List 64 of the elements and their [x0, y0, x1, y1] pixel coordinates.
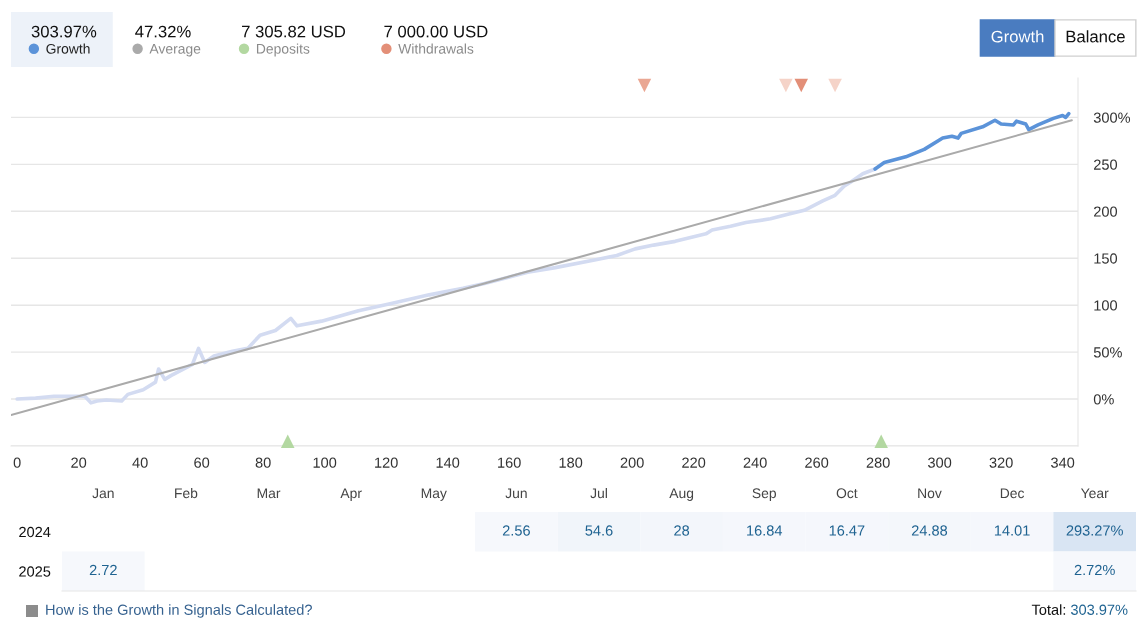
x-tick-label: Nov [918, 488, 942, 499]
y-tick-label: 100 [1094, 300, 1118, 311]
x-tick-label: 280 [866, 457, 890, 468]
text: 303.97% [1070, 604, 1128, 615]
y-tick-label: 2024 [19, 526, 51, 538]
text: 47.32% [135, 25, 191, 38]
x-tick-label: 260 [805, 457, 829, 468]
y-tick-label: 200 [1094, 206, 1118, 217]
data-label: 24.88 [911, 525, 948, 536]
x-tick-label: 180 [559, 457, 583, 468]
data-label: 14.01 [994, 525, 1030, 536]
text: How is the Growth in Signals Calculated? [46, 604, 312, 618]
x-tick-label: Aug [669, 488, 694, 501]
text: 303.97% [31, 25, 97, 38]
x-tick-label: Jan [92, 488, 114, 499]
y-tick-label: 150 [1094, 253, 1118, 264]
data-label: 16.84 [747, 525, 783, 536]
text: Balance [1066, 30, 1125, 43]
text: Total: [1031, 604, 1066, 615]
legend-label: Withdrawals [398, 43, 474, 54]
x-tick-label: 240 [743, 457, 767, 468]
x-tick-label: Oct [836, 488, 858, 499]
data-label: 2.56 [502, 525, 530, 536]
x-tick-label: 340 [1051, 457, 1075, 468]
text: 7 000.00 USD [384, 25, 488, 38]
line-series [873, 111, 1071, 171]
x-tick-label: 120 [375, 457, 398, 468]
data-label: 2.72% [1074, 564, 1115, 576]
legend-label: Deposits [256, 43, 310, 57]
x-tick-label: 100 [313, 457, 337, 468]
x-tick-label: May [421, 488, 447, 501]
x-tick-label: 60 [194, 457, 210, 468]
x-tick-label: Sep [752, 488, 777, 501]
data-label: 16.47 [829, 525, 865, 536]
x-tick-label: Apr [340, 488, 362, 501]
data-label: 293.27% [1066, 525, 1123, 536]
x-tick-label: Feb [175, 487, 198, 499]
x-tick-label: 140 [436, 457, 460, 468]
x-tick-label: Jun [505, 488, 527, 499]
x-tick-label: 0 [13, 457, 21, 468]
y-tick-label: 250 [1094, 159, 1118, 170]
y-tick-label: 300% [1093, 112, 1131, 123]
legend-label: Growth [46, 43, 90, 54]
y-tick-label: 2025 [19, 566, 51, 577]
x-tick-label: Year [1080, 488, 1109, 499]
text: Growth [991, 30, 1044, 43]
x-tick-label: 40 [132, 457, 148, 468]
data-label: 54.6 [585, 525, 613, 536]
x-tick-label: 160 [498, 457, 521, 468]
x-tick-label: Jul [590, 487, 607, 499]
x-tick-label: 200 [620, 457, 644, 468]
data-label: 2.72 [89, 564, 117, 576]
y-tick-label: 50% [1093, 347, 1122, 358]
y-tick-label: 0% [1093, 394, 1114, 405]
data-label: 28 [674, 525, 690, 536]
x-tick-label: 80 [255, 457, 271, 468]
legend-label: Average [149, 44, 201, 57]
x-tick-label: 320 [989, 457, 1013, 468]
x-tick-label: 220 [682, 457, 706, 468]
x-tick-label: 20 [71, 457, 87, 468]
x-tick-label: Mar [257, 488, 281, 499]
text: 7 305.82 USD [242, 25, 346, 38]
x-tick-label: Dec [1000, 488, 1025, 499]
x-tick-label: 300 [928, 457, 952, 468]
